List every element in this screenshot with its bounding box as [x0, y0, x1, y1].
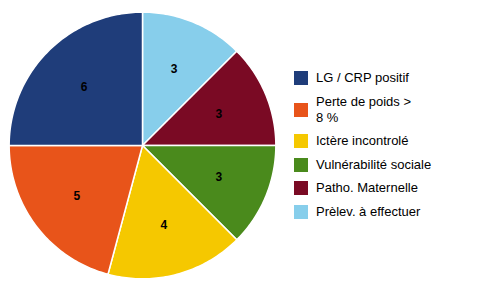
html-text:Patho. Maternelle: Patho. Maternelle: [316, 180, 418, 196]
svg-text:5: 5: [74, 189, 81, 203]
svg-text:6: 6: [81, 80, 88, 94]
svg-text:4: 4: [161, 218, 168, 232]
svg-text:3: 3: [216, 107, 223, 121]
svg-text:3: 3: [171, 62, 178, 76]
html-text:Prèlev. à effectuer: Prèlev. à effectuer: [316, 204, 421, 219]
html-text:Ictère incontrolé: Ictère incontrolé: [316, 133, 409, 149]
html-text:LG / CRP positif: LG / CRP positif: [316, 70, 409, 86]
html-text:Vulnérabilité sociale: Vulnérabilité sociale: [316, 156, 432, 172]
svg-text:3: 3: [216, 170, 223, 184]
html-text:Perte de poids > 8 %: Perte de poids > 8 %: [316, 94, 411, 125]
